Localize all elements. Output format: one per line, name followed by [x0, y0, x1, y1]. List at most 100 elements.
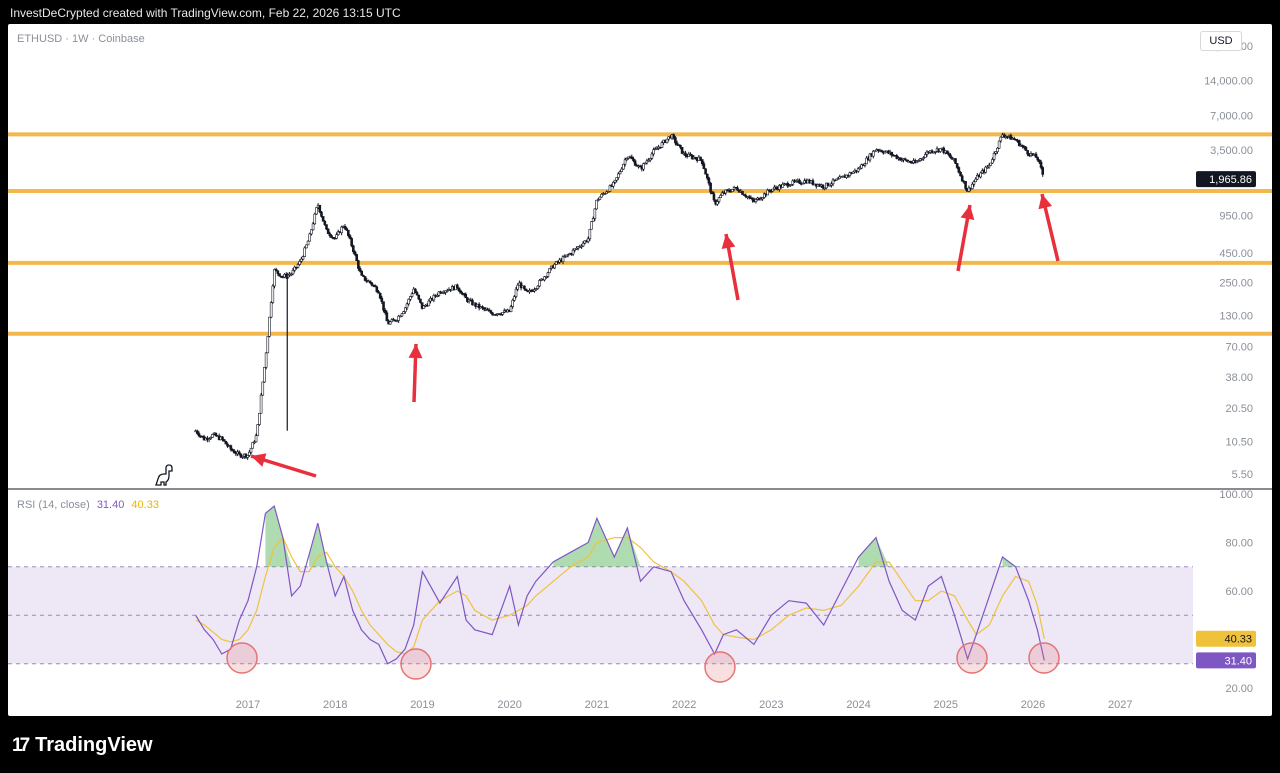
candles	[194, 132, 1045, 460]
candle-body	[420, 302, 424, 309]
candle-body	[638, 165, 642, 168]
price-tick-10: 20.50	[1225, 403, 1253, 415]
rsi-tag: 31.40	[1224, 655, 1252, 667]
year-tick-9: 2026	[1021, 699, 1045, 711]
candle-body	[548, 268, 551, 274]
chart-panel: 28,000.0014,000.007,000.003,500.00950.00…	[8, 24, 1272, 716]
candle-body	[375, 286, 379, 292]
rsi-legend: RSI (14, close) 31.40 40.33	[17, 499, 159, 511]
candle-body	[704, 168, 707, 175]
year-tick-0: 2017	[236, 699, 260, 711]
tradingview-icon: 17	[12, 734, 30, 756]
candle-body	[1017, 140, 1021, 147]
currency-button[interactable]: USD	[1200, 31, 1242, 51]
candle-body	[358, 268, 362, 272]
price-tick-7: 130.00	[1219, 310, 1253, 322]
candle-body	[336, 231, 340, 235]
candle-body	[1021, 145, 1024, 147]
candle-body	[534, 288, 538, 290]
candle-body	[368, 280, 372, 283]
oversold-circle-3	[956, 642, 988, 674]
arrow-2026-current-head	[1038, 194, 1053, 210]
candle-body	[967, 187, 971, 192]
candle-body	[419, 298, 422, 303]
candle-body	[959, 171, 962, 177]
year-tick-1: 2018	[323, 699, 347, 711]
candle-body	[972, 181, 976, 185]
candle-body	[791, 180, 795, 185]
rsi-title: RSI (14, close)	[17, 499, 90, 511]
last-price-tag: 1,965.86	[1209, 174, 1252, 186]
arrow-2018-low-head	[408, 344, 423, 359]
candle-body	[684, 152, 687, 157]
candle-body	[415, 292, 419, 296]
candle-body	[399, 315, 402, 318]
candle-body	[643, 162, 647, 165]
candle-body	[323, 220, 327, 225]
candle-body	[642, 163, 645, 170]
rsi-ma-tag: 40.33	[1224, 634, 1252, 646]
year-tick-5: 2022	[672, 699, 696, 711]
year-tick-8: 2025	[934, 699, 958, 711]
candle-body	[471, 299, 474, 306]
annotations	[226, 193, 1060, 683]
candle-body	[801, 182, 805, 185]
candle-body	[947, 153, 951, 156]
candle-body	[955, 163, 959, 168]
rsi-tick-2: 60.00	[1225, 586, 1253, 598]
candle-body	[239, 453, 243, 458]
rsi-tick-0: 100.00	[1219, 489, 1253, 501]
overbought-fill	[265, 506, 275, 567]
candle-body	[226, 443, 229, 447]
candle-body	[237, 451, 241, 455]
candle-body	[1034, 153, 1038, 158]
candle-body	[979, 172, 982, 178]
candle-body	[851, 171, 855, 174]
candle-body	[986, 166, 989, 169]
candle-body	[922, 157, 925, 159]
candle-body	[987, 164, 991, 168]
rsi-value: 31.40	[96, 499, 125, 511]
candle-body	[1036, 157, 1039, 161]
candle-body	[353, 251, 357, 255]
candle-body	[232, 450, 236, 454]
price-tick-1: 14,000.00	[1204, 76, 1253, 88]
candle-body	[197, 433, 201, 437]
candle-body	[788, 185, 791, 187]
candle-body	[563, 256, 566, 258]
candle-body	[596, 199, 600, 201]
candle-body	[538, 280, 541, 287]
candle-body	[519, 282, 523, 289]
candle-body	[615, 177, 618, 181]
candle-body	[1012, 138, 1016, 140]
candle-body	[301, 256, 305, 260]
candle-body	[650, 153, 654, 159]
candle-body	[253, 441, 256, 444]
candle-body	[781, 184, 785, 188]
candle-body	[273, 269, 276, 287]
candle-body	[1022, 146, 1026, 148]
candle-body	[231, 449, 234, 452]
candle-body	[442, 292, 446, 294]
candle-body	[395, 320, 399, 322]
candle-body	[727, 189, 731, 192]
candle-body	[898, 157, 902, 161]
price-tick-12: 5.50	[1232, 469, 1253, 481]
year-tick-4: 2021	[585, 699, 609, 711]
candle-body	[221, 436, 224, 440]
candle-body	[603, 193, 607, 195]
candle-body	[382, 301, 385, 311]
candle-body	[409, 296, 412, 300]
candle-body	[268, 316, 271, 337]
candle-body	[326, 228, 330, 234]
candle-body	[404, 307, 407, 312]
candle-body	[856, 168, 860, 172]
candle-body	[347, 229, 350, 236]
candle-body	[858, 167, 862, 170]
candle-body	[300, 258, 303, 262]
overbought-fill	[614, 527, 628, 567]
candle-body	[645, 160, 649, 164]
candle-body	[705, 173, 709, 179]
price-tick-11: 10.50	[1225, 437, 1253, 449]
candle-body	[992, 153, 996, 160]
